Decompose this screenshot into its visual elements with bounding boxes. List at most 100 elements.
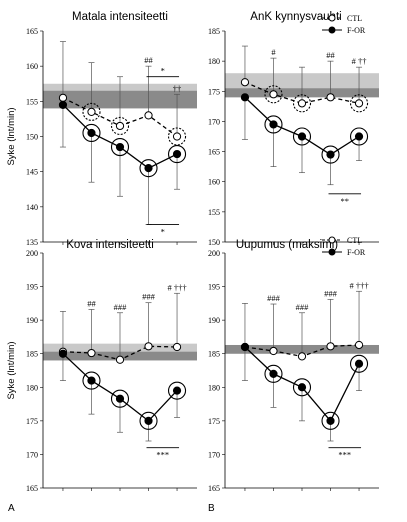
y-tick-label: 140 xyxy=(26,203,38,212)
significance-circle xyxy=(349,127,369,146)
data-point xyxy=(172,132,182,141)
series-f-or xyxy=(58,100,187,225)
y-tick-label: 170 xyxy=(208,450,220,459)
significance-circle xyxy=(167,381,187,400)
y-tick-label: 185 xyxy=(26,350,38,359)
data-point xyxy=(58,349,68,358)
series-f-or xyxy=(58,349,187,442)
data-point xyxy=(172,342,182,352)
significance-circle xyxy=(349,354,369,373)
significance-circle xyxy=(292,127,312,146)
significance-circle xyxy=(264,115,283,134)
chart-title: Matala intensiteetti xyxy=(72,11,168,23)
data-point xyxy=(269,346,278,356)
significance-circle xyxy=(167,145,187,164)
y-tick-label: 180 xyxy=(26,383,38,392)
data-point xyxy=(297,132,307,141)
chart-2: 150 155 160 165 170 175 180 185 AnK kynnysvauhti… xyxy=(208,11,379,247)
y-tick-label: 145 xyxy=(26,168,38,177)
data-point xyxy=(172,149,182,159)
data-point xyxy=(115,355,125,364)
data-point xyxy=(240,93,250,102)
significance-marker: ### xyxy=(267,293,281,303)
series-f-or xyxy=(240,93,369,186)
y-tick-label: 165 xyxy=(26,484,38,493)
y-tick-label: 175 xyxy=(208,417,220,426)
legend-label: CTL xyxy=(347,14,362,23)
y-tick-label: 180 xyxy=(208,383,220,392)
legend-label: F-OR xyxy=(347,26,366,35)
data-point xyxy=(58,100,68,109)
y-axis-label: Syke (lnt/min) xyxy=(6,341,17,399)
series-f-or xyxy=(240,342,369,442)
data-point xyxy=(87,107,96,116)
y-tick-label: 185 xyxy=(208,27,220,36)
significance-circle xyxy=(167,127,187,146)
y-tick-label: 160 xyxy=(26,62,38,71)
significance-marker: ** xyxy=(341,196,350,206)
data-point xyxy=(326,93,335,102)
significance-circle xyxy=(264,85,283,104)
series-ctl xyxy=(58,292,182,364)
y-tick-label: 185 xyxy=(208,350,220,359)
legend-marker xyxy=(328,26,336,34)
significance-circle xyxy=(349,94,369,113)
y-tick-label: 165 xyxy=(208,484,220,493)
y-tick-label: 175 xyxy=(208,87,220,96)
legend-label: CTL xyxy=(347,236,362,245)
data-point xyxy=(326,150,335,159)
data-point xyxy=(115,121,125,131)
significance-circle xyxy=(292,378,312,397)
data-point xyxy=(144,416,153,425)
data-point xyxy=(354,132,364,141)
significance-marker: *** xyxy=(156,450,169,460)
series-ctl xyxy=(240,45,369,113)
significance-circle xyxy=(82,102,101,121)
data-point xyxy=(297,352,307,361)
significance-marker: ### xyxy=(324,288,338,298)
significance-marker: * xyxy=(161,66,165,76)
y-tick-label: 155 xyxy=(208,208,220,217)
significance-marker: # ††† xyxy=(167,282,186,292)
chart-3: 165 170 175 180 185 190 195 200 Kova intensiteet… xyxy=(6,239,197,493)
legend: CTL F-OR xyxy=(322,236,366,257)
data-point xyxy=(297,383,307,392)
significance-marker: ### xyxy=(296,302,310,312)
significance-circle xyxy=(110,138,130,157)
significance-marker: ### xyxy=(142,292,156,302)
y-tick-label: 175 xyxy=(26,417,38,426)
chart-4: 165 170 175 180 185 190 195 200 Uupumus (maksimi… xyxy=(208,236,379,493)
chart-1: 135 140 145 150 155 160 165 Matala intensiteett… xyxy=(6,11,197,247)
significance-circle xyxy=(139,411,158,430)
y-tick-label: 180 xyxy=(208,57,220,66)
significance-circle xyxy=(264,364,283,383)
significance-circle xyxy=(82,371,101,390)
data-point xyxy=(172,386,182,395)
series-line xyxy=(244,81,360,104)
data-point xyxy=(297,99,307,108)
significance-marker: ## xyxy=(87,298,96,308)
panel-label-b: B xyxy=(208,503,215,514)
legend-marker xyxy=(328,14,336,22)
y-tick-label: 200 xyxy=(208,249,220,258)
legend: CTL F-OR xyxy=(322,14,366,35)
y-tick-label: 170 xyxy=(26,450,38,459)
significance-circle xyxy=(139,159,158,178)
significance-marker: ## xyxy=(144,55,153,65)
y-axis-label: Syke (lnt/min) xyxy=(6,107,17,165)
y-tick-label: 170 xyxy=(208,117,220,126)
y-tick-label: 190 xyxy=(208,316,220,325)
data-point xyxy=(354,359,364,368)
data-point xyxy=(240,342,250,352)
data-point xyxy=(269,90,278,99)
significance-marker: ## xyxy=(326,50,335,60)
legend-label: F-OR xyxy=(347,248,366,257)
data-point xyxy=(144,342,153,351)
significance-marker: # †† xyxy=(352,56,367,66)
y-tick-label: 165 xyxy=(208,148,220,157)
data-point xyxy=(326,342,335,351)
data-point xyxy=(87,128,96,138)
data-point xyxy=(87,376,96,385)
data-point xyxy=(269,120,278,129)
y-tick-label: 195 xyxy=(208,283,220,292)
